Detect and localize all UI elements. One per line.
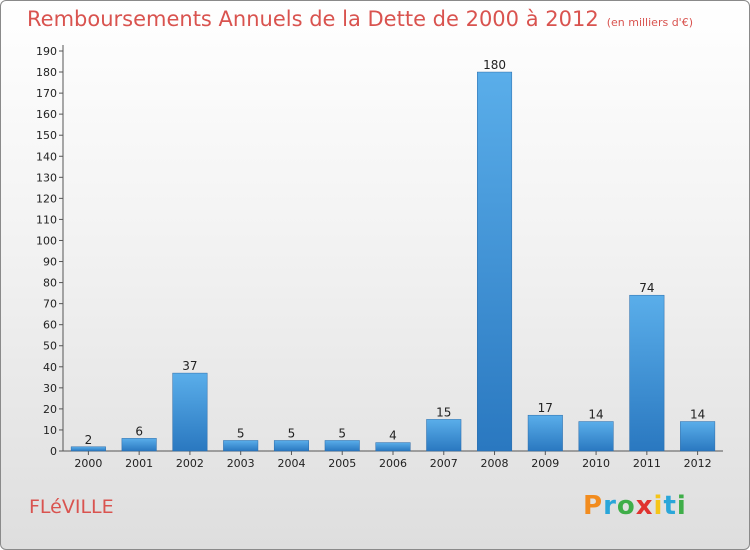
- bar-2006: [375, 442, 411, 452]
- bar-2010: [578, 421, 614, 452]
- x-tick-label: 2003: [227, 457, 255, 470]
- y-tick-label: 80: [43, 277, 57, 290]
- chart-title: Remboursements Annuels de la Dette de 20…: [27, 7, 693, 31]
- y-tick-label: 120: [36, 192, 57, 205]
- value-label-2010: 14: [588, 408, 603, 422]
- commune-name: FLéVILLE: [29, 496, 114, 518]
- proxiti-logo[interactable]: Proxiti: [583, 491, 687, 521]
- value-label-2008: 180: [483, 58, 506, 72]
- logo-letter: P: [583, 491, 604, 521]
- y-tick-label: 100: [36, 234, 57, 247]
- y-tick-label: 190: [36, 45, 57, 58]
- x-tick-label: 2004: [277, 457, 305, 470]
- x-tick-label: 2008: [481, 457, 509, 470]
- y-tick-label: 90: [43, 256, 57, 269]
- logo-letter: i: [653, 491, 664, 521]
- value-label-2011: 74: [639, 281, 654, 295]
- logo-letter: o: [616, 491, 636, 521]
- value-label-2000: 2: [85, 433, 93, 447]
- title-text: Remboursements Annuels de la Dette de 20…: [27, 7, 599, 31]
- y-tick-label: 30: [43, 382, 57, 395]
- logo-letter: x: [635, 491, 654, 521]
- bar-2012: [680, 421, 716, 452]
- value-label-2001: 6: [135, 424, 143, 438]
- bars: [70, 71, 716, 452]
- bar-2001: [121, 438, 157, 452]
- logo-letter: t: [663, 491, 677, 521]
- bar-2008: [477, 71, 513, 452]
- x-tick-label: 2011: [633, 457, 661, 470]
- y-tick-label: 50: [43, 340, 57, 353]
- y-tick-label: 110: [36, 213, 57, 226]
- x-tick-label: 2000: [74, 457, 102, 470]
- y-tick-label: 40: [43, 361, 57, 374]
- x-tick-label: 2012: [684, 457, 712, 470]
- bar-2000: [70, 446, 106, 452]
- value-label-2012: 14: [690, 408, 705, 422]
- logo-letter: i: [676, 491, 687, 521]
- value-label-2004: 5: [288, 426, 296, 440]
- value-label-2006: 4: [389, 429, 397, 443]
- y-tick-label: 0: [50, 445, 57, 458]
- value-label-2005: 5: [338, 426, 346, 440]
- bar-2003: [223, 440, 259, 452]
- value-label-2007: 15: [436, 405, 451, 419]
- y-tick-label: 140: [36, 150, 57, 163]
- x-tick-label: 2005: [328, 457, 356, 470]
- value-label-2002: 37: [182, 359, 197, 373]
- x-tick-label: 2006: [379, 457, 407, 470]
- x-tick-label: 2007: [430, 457, 458, 470]
- value-label-2003: 5: [237, 426, 245, 440]
- value-labels: 2 6 37 5 5 5 4 15 180 17 14 74 14: [85, 58, 706, 447]
- y-axis: 0 10 20 30 40 50 60 70 80 90 100 110 120 130 140 150 160…: [36, 45, 64, 458]
- x-tick-label: 2010: [582, 457, 610, 470]
- y-tick-label: 20: [43, 403, 57, 416]
- logo-letter: r: [603, 491, 617, 521]
- x-tick-label: 2001: [125, 457, 153, 470]
- y-tick-label: 170: [36, 87, 57, 100]
- value-label-2009: 17: [538, 401, 553, 415]
- bar-2007: [426, 419, 462, 452]
- x-tick-label: 2002: [176, 457, 204, 470]
- x-axis: 2000 2001 2002 2003 2004 2005 2006 2007 2008 2009…: [63, 450, 723, 470]
- unit-label: (en milliers d'€): [606, 16, 693, 29]
- bar-2011: [629, 294, 665, 452]
- y-tick-label: 60: [43, 319, 57, 332]
- y-tick-label: 180: [36, 66, 57, 79]
- bar-2009: [527, 414, 563, 452]
- y-tick-label: 10: [43, 424, 57, 437]
- y-tick-label: 160: [36, 108, 57, 121]
- y-tick-label: 70: [43, 298, 57, 311]
- y-tick-label: 130: [36, 171, 57, 184]
- bar-2004: [273, 440, 309, 452]
- y-tick-label: 150: [36, 129, 57, 142]
- bar-2005: [324, 440, 360, 452]
- x-tick-label: 2009: [531, 457, 559, 470]
- bar-2002: [172, 372, 208, 452]
